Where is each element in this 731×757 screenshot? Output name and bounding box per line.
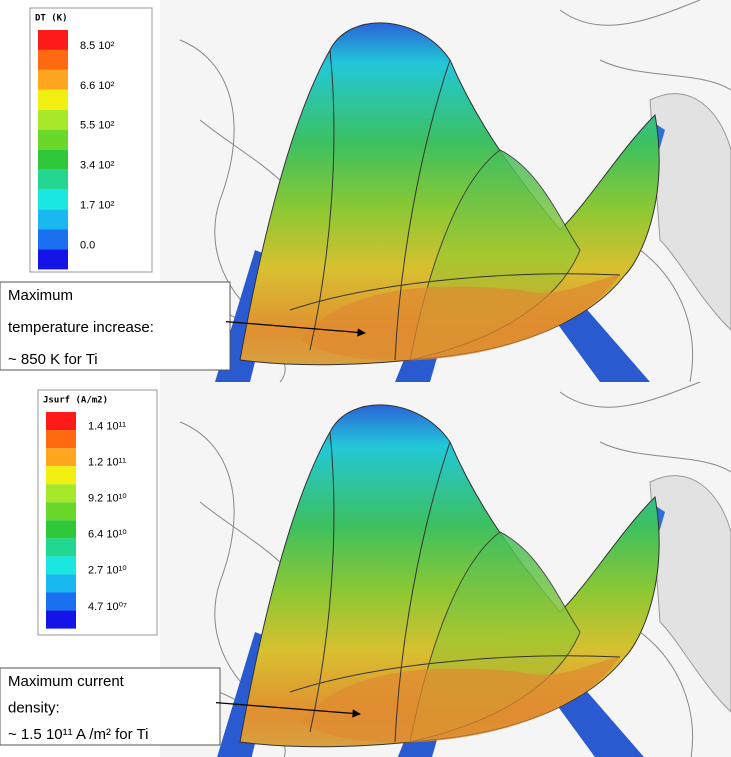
legend-label: 9.2 10¹⁰ (88, 493, 127, 505)
legend-label: 6.6 10² (80, 80, 115, 92)
panel: DT (K) 8.5 10² 6.6 10² 5.5 10² 3.4 10² 1.7 10… (0, 0, 731, 382)
legend-label: 4.7 10⁰⁷ (88, 601, 127, 613)
legend-label: 1.2 10¹¹ (88, 456, 126, 468)
annotation-text: temperature increase: (8, 319, 154, 336)
legend-swatch (38, 90, 68, 110)
annotation-text: Maximum (8, 287, 73, 304)
legend-label: 1.4 10¹¹ (88, 420, 126, 432)
legend-label: 0.0 (80, 239, 95, 251)
legend-label: 6.4 10¹⁰ (88, 529, 127, 541)
legend-swatch (38, 70, 68, 90)
legend-label: 3.4 10² (80, 160, 115, 172)
legend-swatch (38, 150, 68, 170)
legend-title: DT (K) (35, 14, 68, 24)
legend-swatch (46, 538, 76, 556)
legend-swatch (38, 249, 68, 269)
legend-swatch (38, 170, 68, 190)
legend-swatch (38, 30, 68, 50)
legend-swatch (46, 412, 76, 430)
annotation-text: density: (8, 699, 60, 716)
legend-swatch (46, 556, 76, 574)
figure-canvas: DT (K) 8.5 10² 6.6 10² 5.5 10² 3.4 10² 1.7 10… (0, 0, 731, 757)
legend-label: 1.7 10² (80, 199, 115, 211)
legend-swatch (38, 130, 68, 150)
legend-swatch (46, 574, 76, 592)
figure: DT (K) 8.5 10² 6.6 10² 5.5 10² 3.4 10² 1.7 10… (0, 0, 731, 757)
legend-swatch (46, 448, 76, 466)
legend-title: Jsurf (A/m2) (43, 396, 108, 406)
annotation-text: Maximum current (8, 673, 125, 690)
legend-swatch (46, 520, 76, 538)
legend-label: 5.5 10² (80, 120, 115, 132)
legend-swatch (38, 190, 68, 210)
legend-swatch (46, 430, 76, 448)
legend-swatch (38, 230, 68, 250)
legend-swatch (46, 611, 76, 629)
legend-swatch (46, 593, 76, 611)
legend-swatch (38, 210, 68, 230)
legend-label: 2.7 10¹⁰ (88, 565, 127, 577)
legend-swatch (46, 466, 76, 484)
legend-swatch (38, 50, 68, 70)
legend-swatch (46, 484, 76, 502)
legend-swatch (38, 110, 68, 130)
legend-label: 8.5 10² (80, 40, 115, 52)
legend-swatch (46, 502, 76, 520)
annotation-text: ~ 850 K for Ti (8, 351, 98, 368)
annotation-text: ~ 1.5 10¹¹ A /m² for Ti (8, 726, 148, 743)
panel: Jsurf (A/m2) 1.4 10¹¹ 1.2 10¹¹ 9.2 10¹⁰ 6.4 … (0, 382, 731, 757)
